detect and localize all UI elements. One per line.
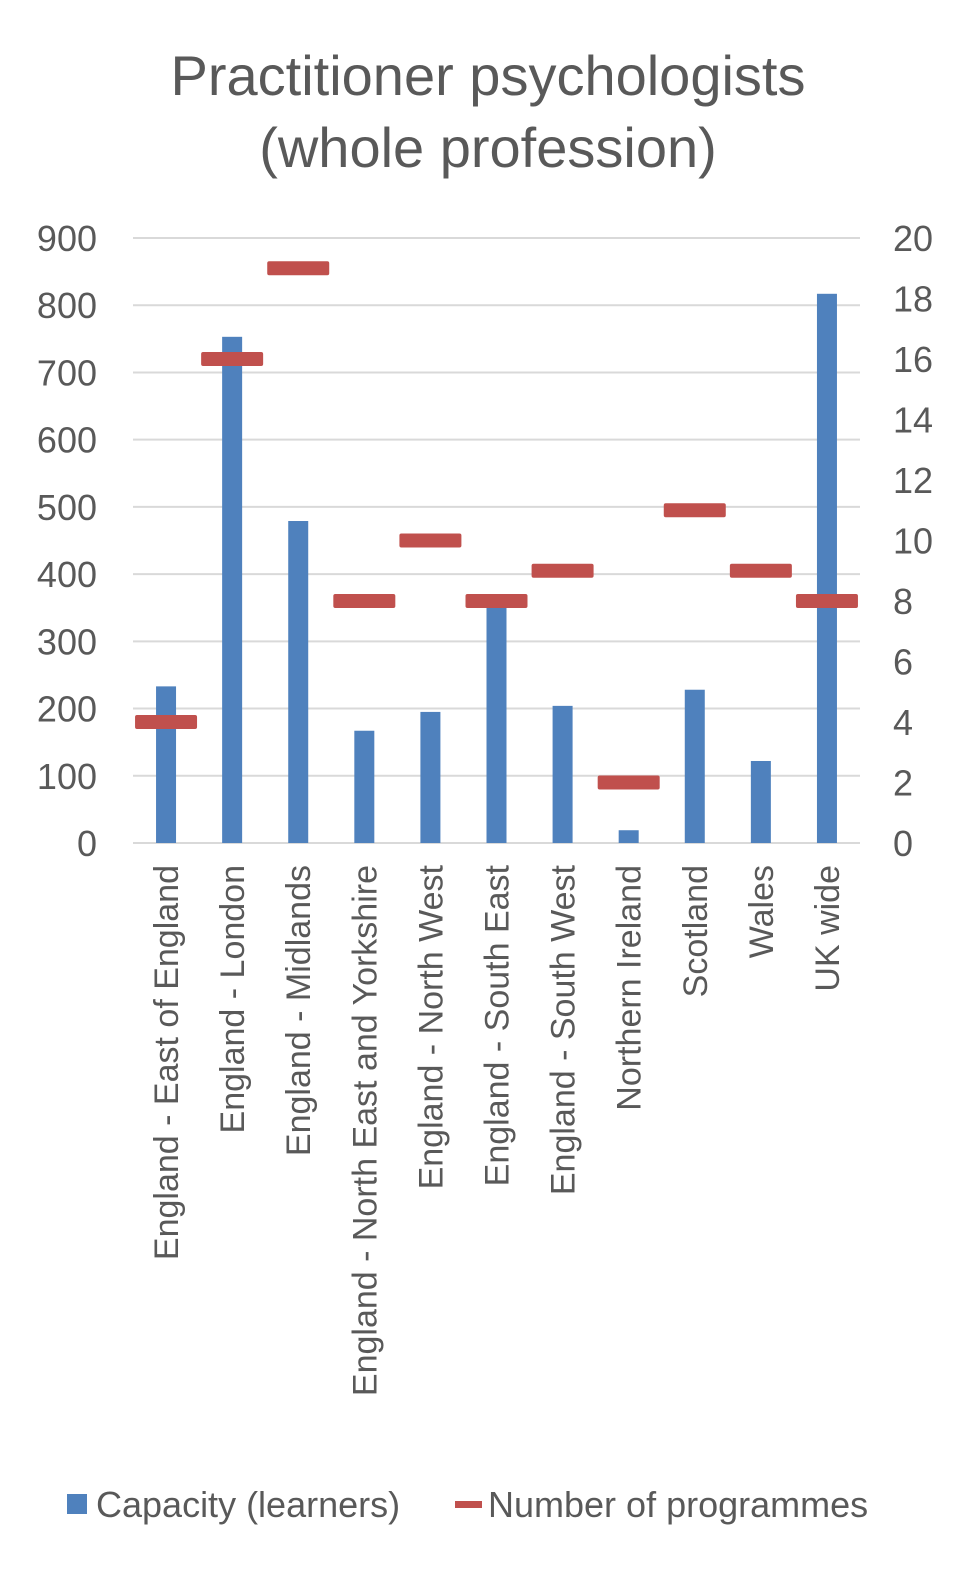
- y-tick-label: 400: [37, 554, 97, 595]
- x-tick-label: England - North West: [412, 864, 450, 1189]
- marker-programmes: [201, 352, 264, 366]
- marker-programmes: [333, 594, 396, 608]
- bar-capacity: [684, 689, 705, 843]
- bar-capacity: [222, 336, 243, 843]
- y-tick-label: 200: [37, 689, 97, 730]
- bar-capacity: [420, 711, 441, 843]
- x-tick-label: England - South West: [545, 864, 583, 1195]
- marker-programmes: [729, 563, 792, 578]
- y2-tick-label: 6: [893, 642, 913, 683]
- marker-programmes: [597, 775, 660, 790]
- bar-capacity: [816, 293, 837, 843]
- legend-label-programmes: Number of programmes: [488, 1484, 868, 1525]
- marker-programmes: [135, 715, 198, 729]
- y-tick-label: 500: [37, 487, 97, 528]
- x-tick-label: UK wide: [809, 865, 847, 992]
- y2-tick-label: 16: [893, 339, 933, 380]
- marker-programmes: [465, 594, 528, 608]
- y2-tick-label: 4: [893, 702, 913, 743]
- x-tick-label: Scotland: [677, 865, 715, 997]
- bar-capacity: [288, 521, 309, 843]
- x-tick-label: Northern Ireland: [611, 865, 649, 1111]
- y-tick-label: 700: [37, 352, 97, 393]
- x-tick-label: England - London: [214, 865, 252, 1133]
- x-tick-label: Wales: [743, 865, 781, 958]
- y2-tick-label: 2: [893, 763, 913, 804]
- marker-programmes: [795, 594, 858, 608]
- y-tick-label: 0: [77, 823, 97, 864]
- y-tick-label: 900: [37, 218, 97, 259]
- y2-tick-label: 8: [893, 581, 913, 622]
- x-tick-label: England - East of England: [148, 865, 186, 1260]
- legend-label-capacity: Capacity (learners): [96, 1484, 400, 1525]
- bar-capacity: [552, 705, 573, 843]
- y-tick-label: 300: [37, 621, 97, 662]
- legend-swatch-programmes: [455, 1501, 482, 1508]
- y2-tick-label: 0: [893, 823, 913, 864]
- bar-capacity: [354, 730, 375, 843]
- y2-tick-label: 18: [893, 279, 933, 320]
- legend: Capacity (learners) Number of programmes: [67, 1484, 868, 1525]
- bar-capacity: [618, 830, 639, 843]
- x-tick-label: England - South East: [479, 864, 517, 1186]
- y2-tick-label: 10: [893, 521, 933, 562]
- y-tick-label: 600: [37, 420, 97, 461]
- bar-capacity: [156, 686, 177, 843]
- y2-tick-label: 20: [893, 218, 933, 259]
- chart-title-line-1: Practitioner psychologists: [171, 44, 806, 107]
- legend-swatch-capacity: [67, 1494, 87, 1514]
- marker-programmes: [399, 533, 462, 548]
- marker-programmes: [531, 563, 594, 578]
- y-tick-label: 800: [37, 285, 97, 326]
- x-tick-label: England - Midlands: [280, 865, 318, 1156]
- y2-tick-label: 12: [893, 460, 933, 501]
- y-tick-label: 100: [37, 756, 97, 797]
- bar-capacity: [750, 760, 771, 843]
- y2-tick-label: 14: [893, 400, 933, 441]
- bar-capacity: [486, 601, 507, 843]
- chart-title-line-2: (whole profession): [259, 116, 717, 179]
- marker-programmes: [663, 503, 726, 518]
- marker-programmes: [267, 261, 330, 276]
- x-tick-label: England - North East and Yorkshire: [346, 865, 384, 1396]
